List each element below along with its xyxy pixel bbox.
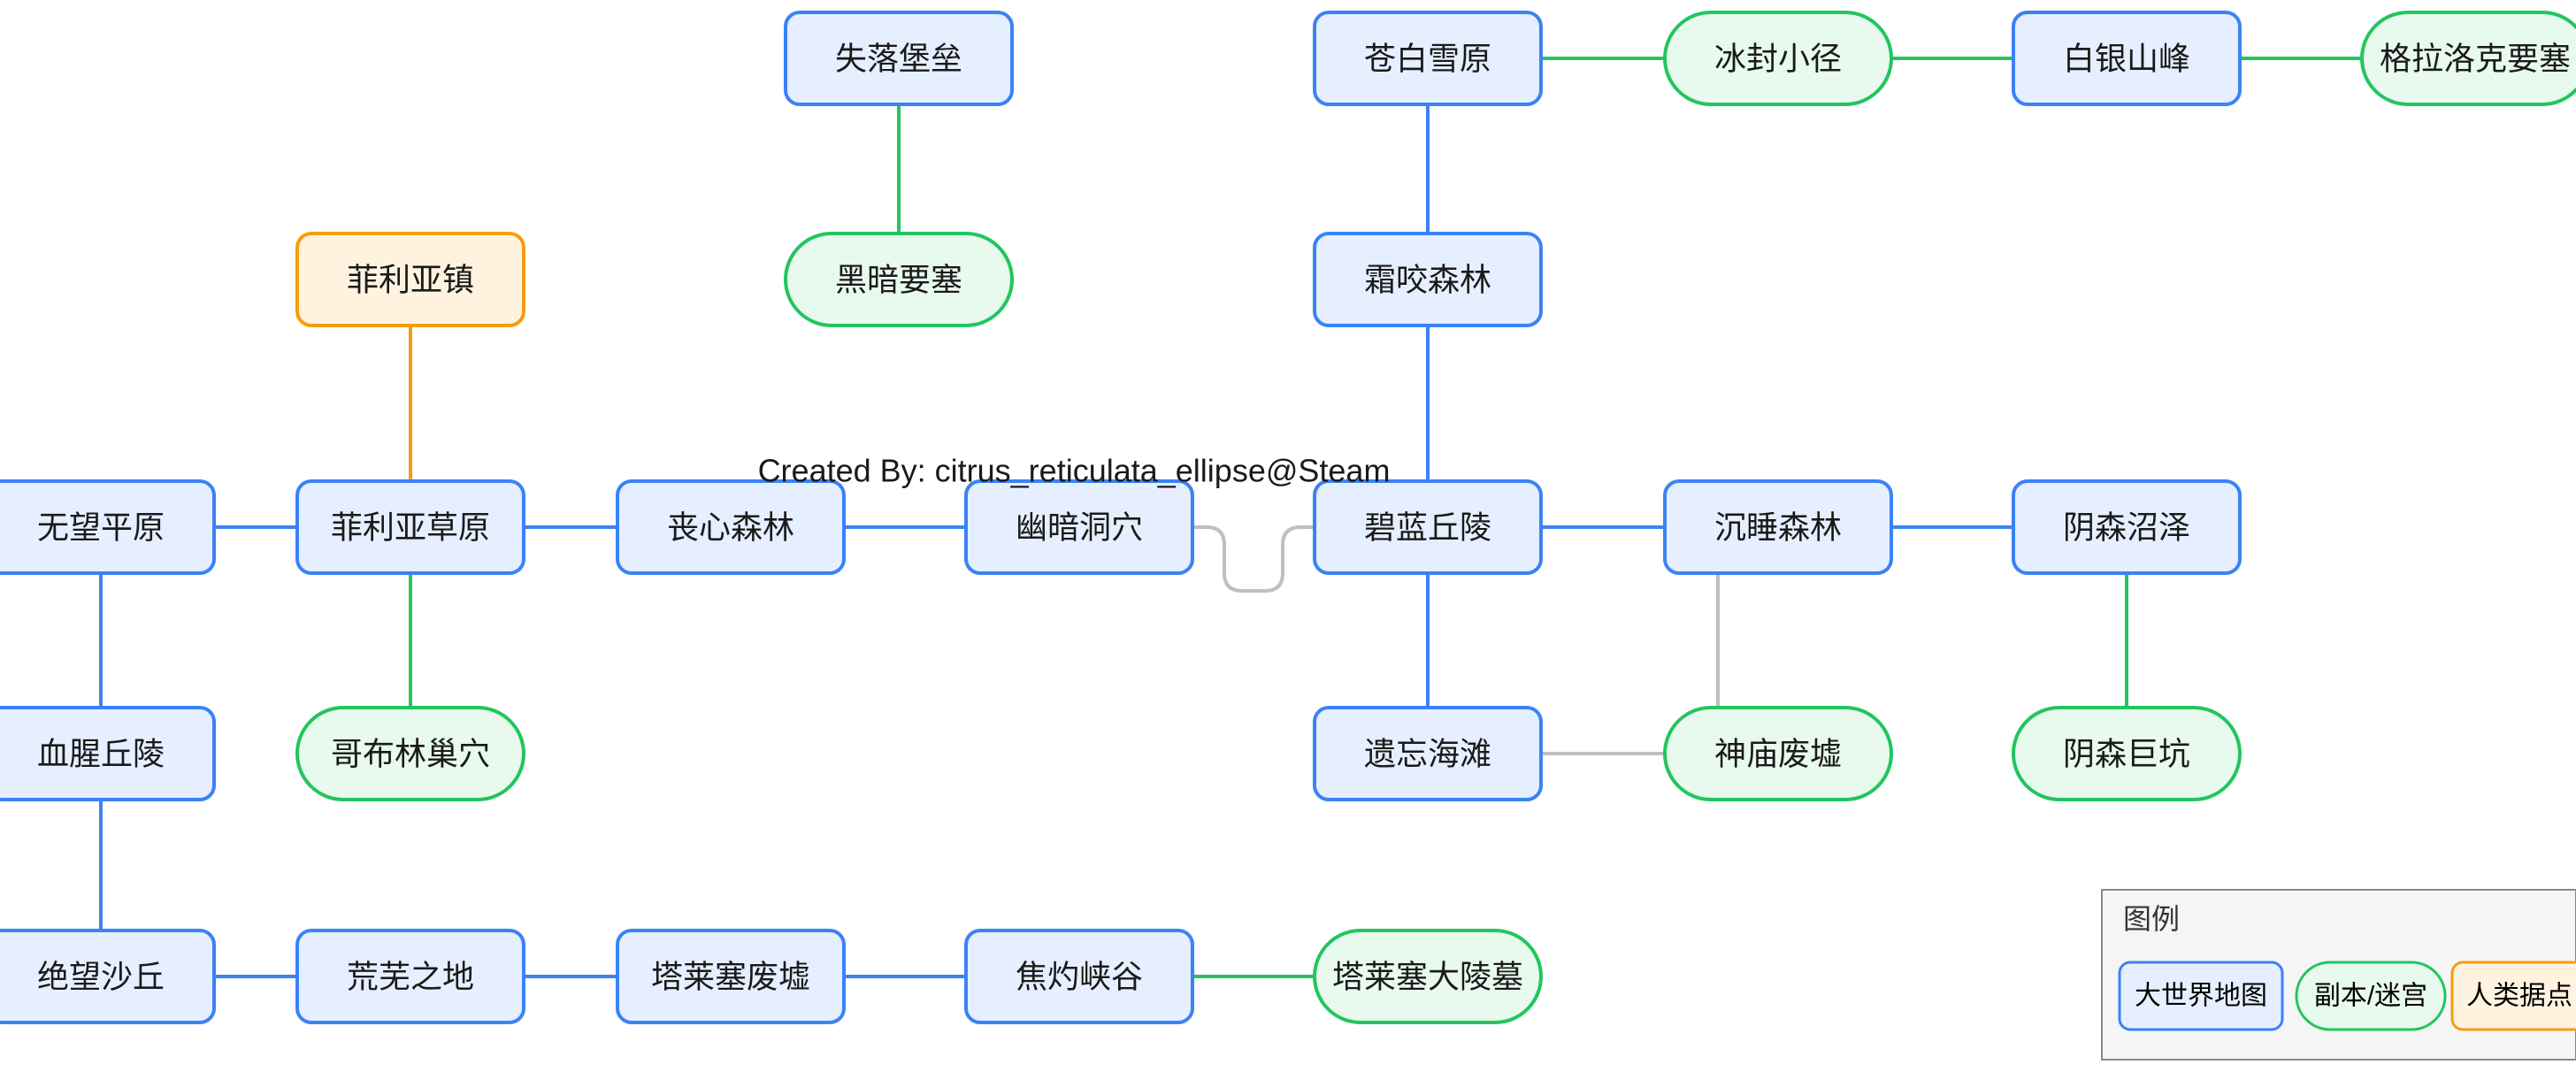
node-layer: 失落堡垒 苍白雪原 冰封小径 白银山峰 格拉洛克要塞菲利亚镇 黑暗要塞 霜咬森林无望平原 菲利… [0, 12, 2576, 1022]
node-grimPit: 阴森巨坑 [2013, 708, 2240, 800]
node-scorchVal-label: 焦灼峡谷 [1016, 959, 1143, 995]
node-sangxin-label: 丧心森林 [667, 509, 794, 546]
map-diagram: 失落堡垒 苍白雪原 冰封小径 白银山峰 格拉洛克要塞菲利亚镇 黑暗要塞 霜咬森林无望平原 菲利… [0, 0, 2576, 1072]
node-dimCave: 幽暗洞穴 [966, 481, 1192, 573]
node-talaiRuins-label: 塔莱塞废墟 [651, 959, 810, 995]
edge-dimCave-azureHills [1192, 527, 1315, 591]
node-slumber: 沉睡森林 [1665, 481, 1891, 573]
node-slumber-label: 沉睡森林 [1714, 509, 1842, 546]
node-filiaTown-label: 菲利亚镇 [347, 262, 474, 298]
node-frostbite-label: 霜咬森林 [1364, 262, 1491, 298]
node-bloodHills-label: 血腥丘陵 [37, 736, 165, 772]
node-icePath: 冰封小径 [1665, 12, 1891, 104]
legend-item-world-label: 大世界地图 [2135, 982, 2267, 1011]
node-templeRuin: 神庙废墟 [1665, 708, 1891, 800]
node-paleSnow: 苍白雪原 [1315, 12, 1541, 104]
node-gralok: 格拉洛克要塞 [2362, 12, 2576, 104]
legend: 图例大世界地图 副本/迷宫 人类据点 [2102, 890, 2576, 1060]
node-paleSnow-label: 苍白雪原 [1364, 41, 1491, 77]
node-forgotBeach-label: 遗忘海滩 [1364, 736, 1491, 772]
node-azureHills: 碧蓝丘陵 [1315, 481, 1541, 573]
node-goblinNest: 哥布林巢穴 [297, 708, 524, 800]
legend-item-dungeon-label: 副本/迷宫 [2314, 982, 2427, 1011]
node-grimSwamp-label: 阴森沼泽 [2063, 509, 2190, 546]
node-despairDune-label: 绝望沙丘 [37, 959, 165, 995]
node-barren: 荒芜之地 [297, 930, 524, 1022]
node-lostFort: 失落堡垒 [786, 12, 1012, 104]
node-silverPeak-label: 白银山峰 [2063, 41, 2190, 77]
node-talaiTomb-label: 塔莱塞大陵墓 [1332, 959, 1523, 995]
node-sangxin: 丧心森林 [617, 481, 844, 573]
node-scorchVal: 焦灼峡谷 [966, 930, 1192, 1022]
node-icePath-label: 冰封小径 [1714, 41, 1842, 77]
node-darkFort: 黑暗要塞 [786, 234, 1012, 325]
node-azureHills-label: 碧蓝丘陵 [1364, 509, 1491, 546]
legend-title: 图例 [2123, 903, 2180, 935]
node-dimCave-label: 幽暗洞穴 [1016, 509, 1143, 546]
node-talaiRuins: 塔莱塞废墟 [617, 930, 844, 1022]
node-forgotBeach: 遗忘海滩 [1315, 708, 1541, 800]
node-bloodHills: 血腥丘陵 [0, 708, 214, 800]
node-silverPeak: 白银山峰 [2013, 12, 2240, 104]
node-filiaGrass: 菲利亚草原 [297, 481, 524, 573]
node-grimPit-label: 阴森巨坑 [2063, 736, 2190, 772]
node-darkFort-label: 黑暗要塞 [835, 262, 962, 298]
node-frostbite: 霜咬森林 [1315, 234, 1541, 325]
node-templeRuin-label: 神庙废墟 [1714, 736, 1842, 772]
legend-item-town-label: 人类据点 [2466, 982, 2572, 1011]
node-filiaTown: 菲利亚镇 [297, 234, 524, 325]
node-hopeless: 无望平原 [0, 481, 214, 573]
node-grimSwamp: 阴森沼泽 [2013, 481, 2240, 573]
node-talaiTomb: 塔莱塞大陵墓 [1315, 930, 1541, 1022]
node-barren-label: 荒芜之地 [347, 959, 474, 995]
node-goblinNest-label: 哥布林巢穴 [331, 736, 490, 772]
node-filiaGrass-label: 菲利亚草原 [331, 509, 490, 546]
node-despairDune: 绝望沙丘 [0, 930, 214, 1022]
node-hopeless-label: 无望平原 [37, 509, 165, 546]
node-gralok-label: 格拉洛克要塞 [2380, 41, 2571, 77]
node-lostFort-label: 失落堡垒 [835, 41, 962, 77]
credit-text: Created By: citrus_reticulata_ellipse@St… [758, 453, 1391, 489]
